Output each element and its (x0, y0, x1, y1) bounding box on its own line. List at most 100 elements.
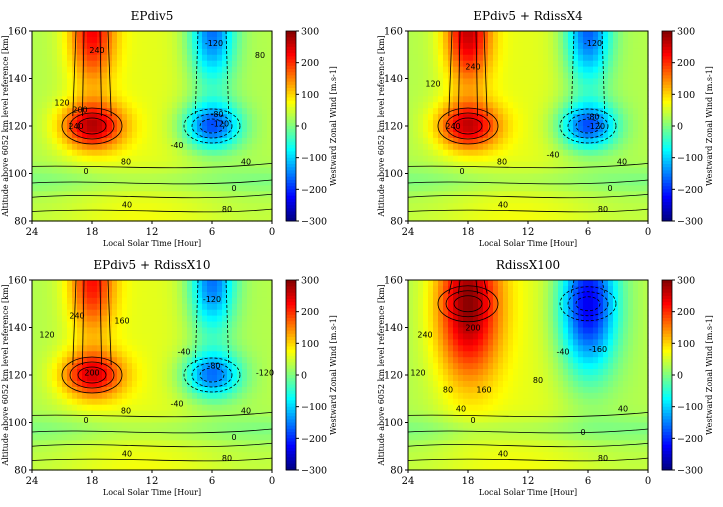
heatmap-cell (633, 191, 639, 198)
heatmap-cell (578, 203, 584, 210)
heatmap-cell (77, 131, 83, 139)
heatmap-cell (52, 84, 58, 91)
heatmap-cell (247, 102, 253, 109)
heatmap-cell (212, 209, 218, 216)
heatmap-cell (448, 209, 454, 216)
heatmap-cell (558, 185, 564, 192)
heatmap-cell (232, 440, 238, 447)
heatmap-cell (418, 36, 424, 44)
heatmap-cell (92, 339, 98, 346)
heatmap-cell (192, 31, 198, 38)
heatmap-cell (498, 78, 504, 86)
heatmap-cell (237, 155, 243, 163)
heatmap-cell (217, 66, 223, 74)
heatmap-cell (32, 375, 38, 382)
heatmap-cell (132, 197, 138, 204)
heatmap-cell (122, 161, 128, 169)
heatmap-cell (538, 96, 544, 103)
heatmap-cell (583, 114, 589, 121)
heatmap-cell (418, 185, 424, 192)
heatmap-cell (503, 72, 509, 80)
colorbar-segment (286, 419, 296, 423)
heatmap-cell (157, 167, 163, 175)
heatmap-cell (538, 126, 544, 133)
heatmap-cell (32, 458, 38, 465)
heatmap-cell (32, 440, 38, 447)
heatmap-cell (172, 78, 178, 86)
heatmap-cell (112, 339, 118, 346)
heatmap-cell (72, 173, 78, 181)
heatmap-cell (152, 357, 158, 364)
heatmap-cell (463, 173, 469, 181)
heatmap-cell (593, 90, 599, 97)
heatmap-cell (483, 31, 489, 38)
heatmap-cell (523, 42, 529, 50)
heatmap-cell (47, 404, 53, 412)
heatmap-cell (122, 303, 128, 311)
heatmap-cell (187, 120, 193, 127)
heatmap-cell (147, 357, 153, 364)
heatmap-cell (453, 155, 459, 163)
heatmap-cell (167, 392, 173, 400)
heatmap-cell (147, 173, 153, 181)
heatmap-cell (102, 203, 108, 210)
heatmap-cell (488, 42, 494, 50)
heatmap-cell (162, 410, 168, 418)
heatmap-cell (548, 137, 554, 145)
heatmap-cell (202, 345, 208, 352)
heatmap-cell (122, 197, 128, 204)
heatmap-cell (518, 131, 524, 139)
heatmap-cell (217, 398, 223, 406)
heatmap-cell (82, 173, 88, 181)
heatmap-cell (418, 48, 424, 56)
heatmap-cell (608, 72, 614, 80)
heatmap-cell (47, 303, 53, 311)
heatmap-cell (117, 131, 123, 139)
x-tick-label: 6 (209, 476, 215, 487)
heatmap-cell (613, 209, 619, 216)
heatmap-cell (152, 137, 158, 145)
contour-line (199, 367, 225, 383)
heatmap-cell (112, 143, 118, 151)
heatmap-cell (117, 345, 123, 352)
colorbar-segment (286, 438, 296, 442)
heatmap-cell (77, 143, 83, 151)
heatmap-cell (257, 339, 263, 346)
heatmap-cell (633, 108, 639, 115)
heatmap-cell (543, 215, 549, 222)
heatmap-cell (42, 185, 48, 192)
heatmap-cell (72, 215, 78, 222)
heatmap-cell (262, 36, 268, 44)
heatmap-cell (137, 303, 143, 311)
heatmap-cell (443, 197, 449, 204)
heatmap-cell (102, 185, 108, 192)
heatmap-cell (62, 321, 68, 329)
heatmap-cell (107, 410, 113, 418)
heatmap-cell (267, 161, 273, 169)
colorbar-segment (662, 135, 672, 140)
heatmap-cell (32, 321, 38, 329)
heatmap-cell (493, 167, 499, 175)
heatmap-cell (52, 375, 58, 382)
heatmap-cell (498, 90, 504, 97)
heatmap-cell (528, 185, 534, 192)
heatmap-cell (87, 303, 93, 311)
heatmap-cell (237, 416, 243, 424)
heatmap-cell (187, 215, 193, 222)
heatmap-cell (112, 357, 118, 364)
heatmap-cell (633, 173, 639, 181)
contour-label: -40 (170, 400, 183, 409)
heatmap-cell (267, 392, 273, 400)
heatmap-cell (618, 78, 624, 86)
heatmap-cell (598, 114, 604, 121)
heatmap-cell (182, 452, 188, 459)
heatmap-cell (52, 446, 58, 453)
heatmap-cell (42, 149, 48, 157)
heatmap-cell (257, 363, 263, 370)
colorbar-segment (286, 208, 296, 212)
heatmap-cell (413, 60, 419, 68)
heatmap-cell (127, 54, 133, 62)
heatmap-cell (152, 191, 158, 198)
heatmap-cell (628, 149, 634, 157)
heatmap-cell (613, 66, 619, 74)
